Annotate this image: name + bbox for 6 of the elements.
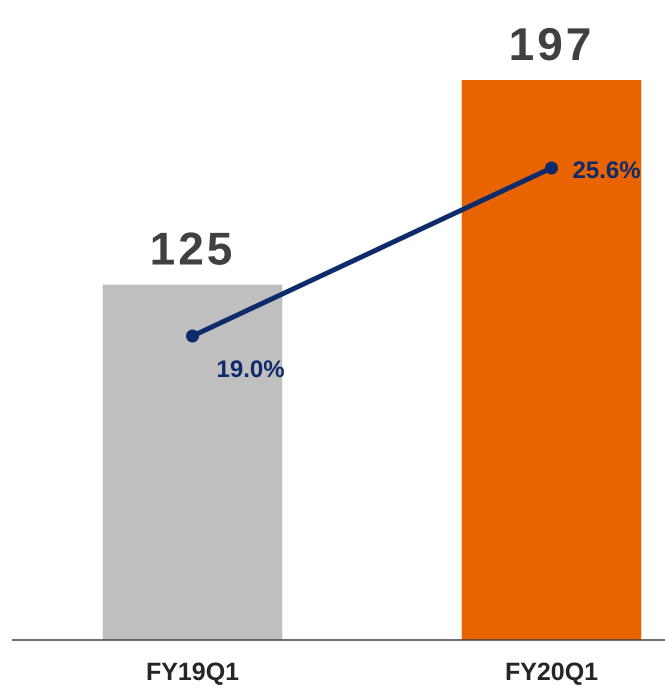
data-label: 125: [150, 222, 236, 275]
data-label: 19.0%: [216, 356, 285, 383]
x-tick-label: FY19Q1: [146, 658, 240, 686]
data-label: 25.6%: [572, 157, 641, 184]
data-label: 197: [508, 18, 594, 70]
x-tick-label: FY20Q1: [504, 658, 598, 686]
